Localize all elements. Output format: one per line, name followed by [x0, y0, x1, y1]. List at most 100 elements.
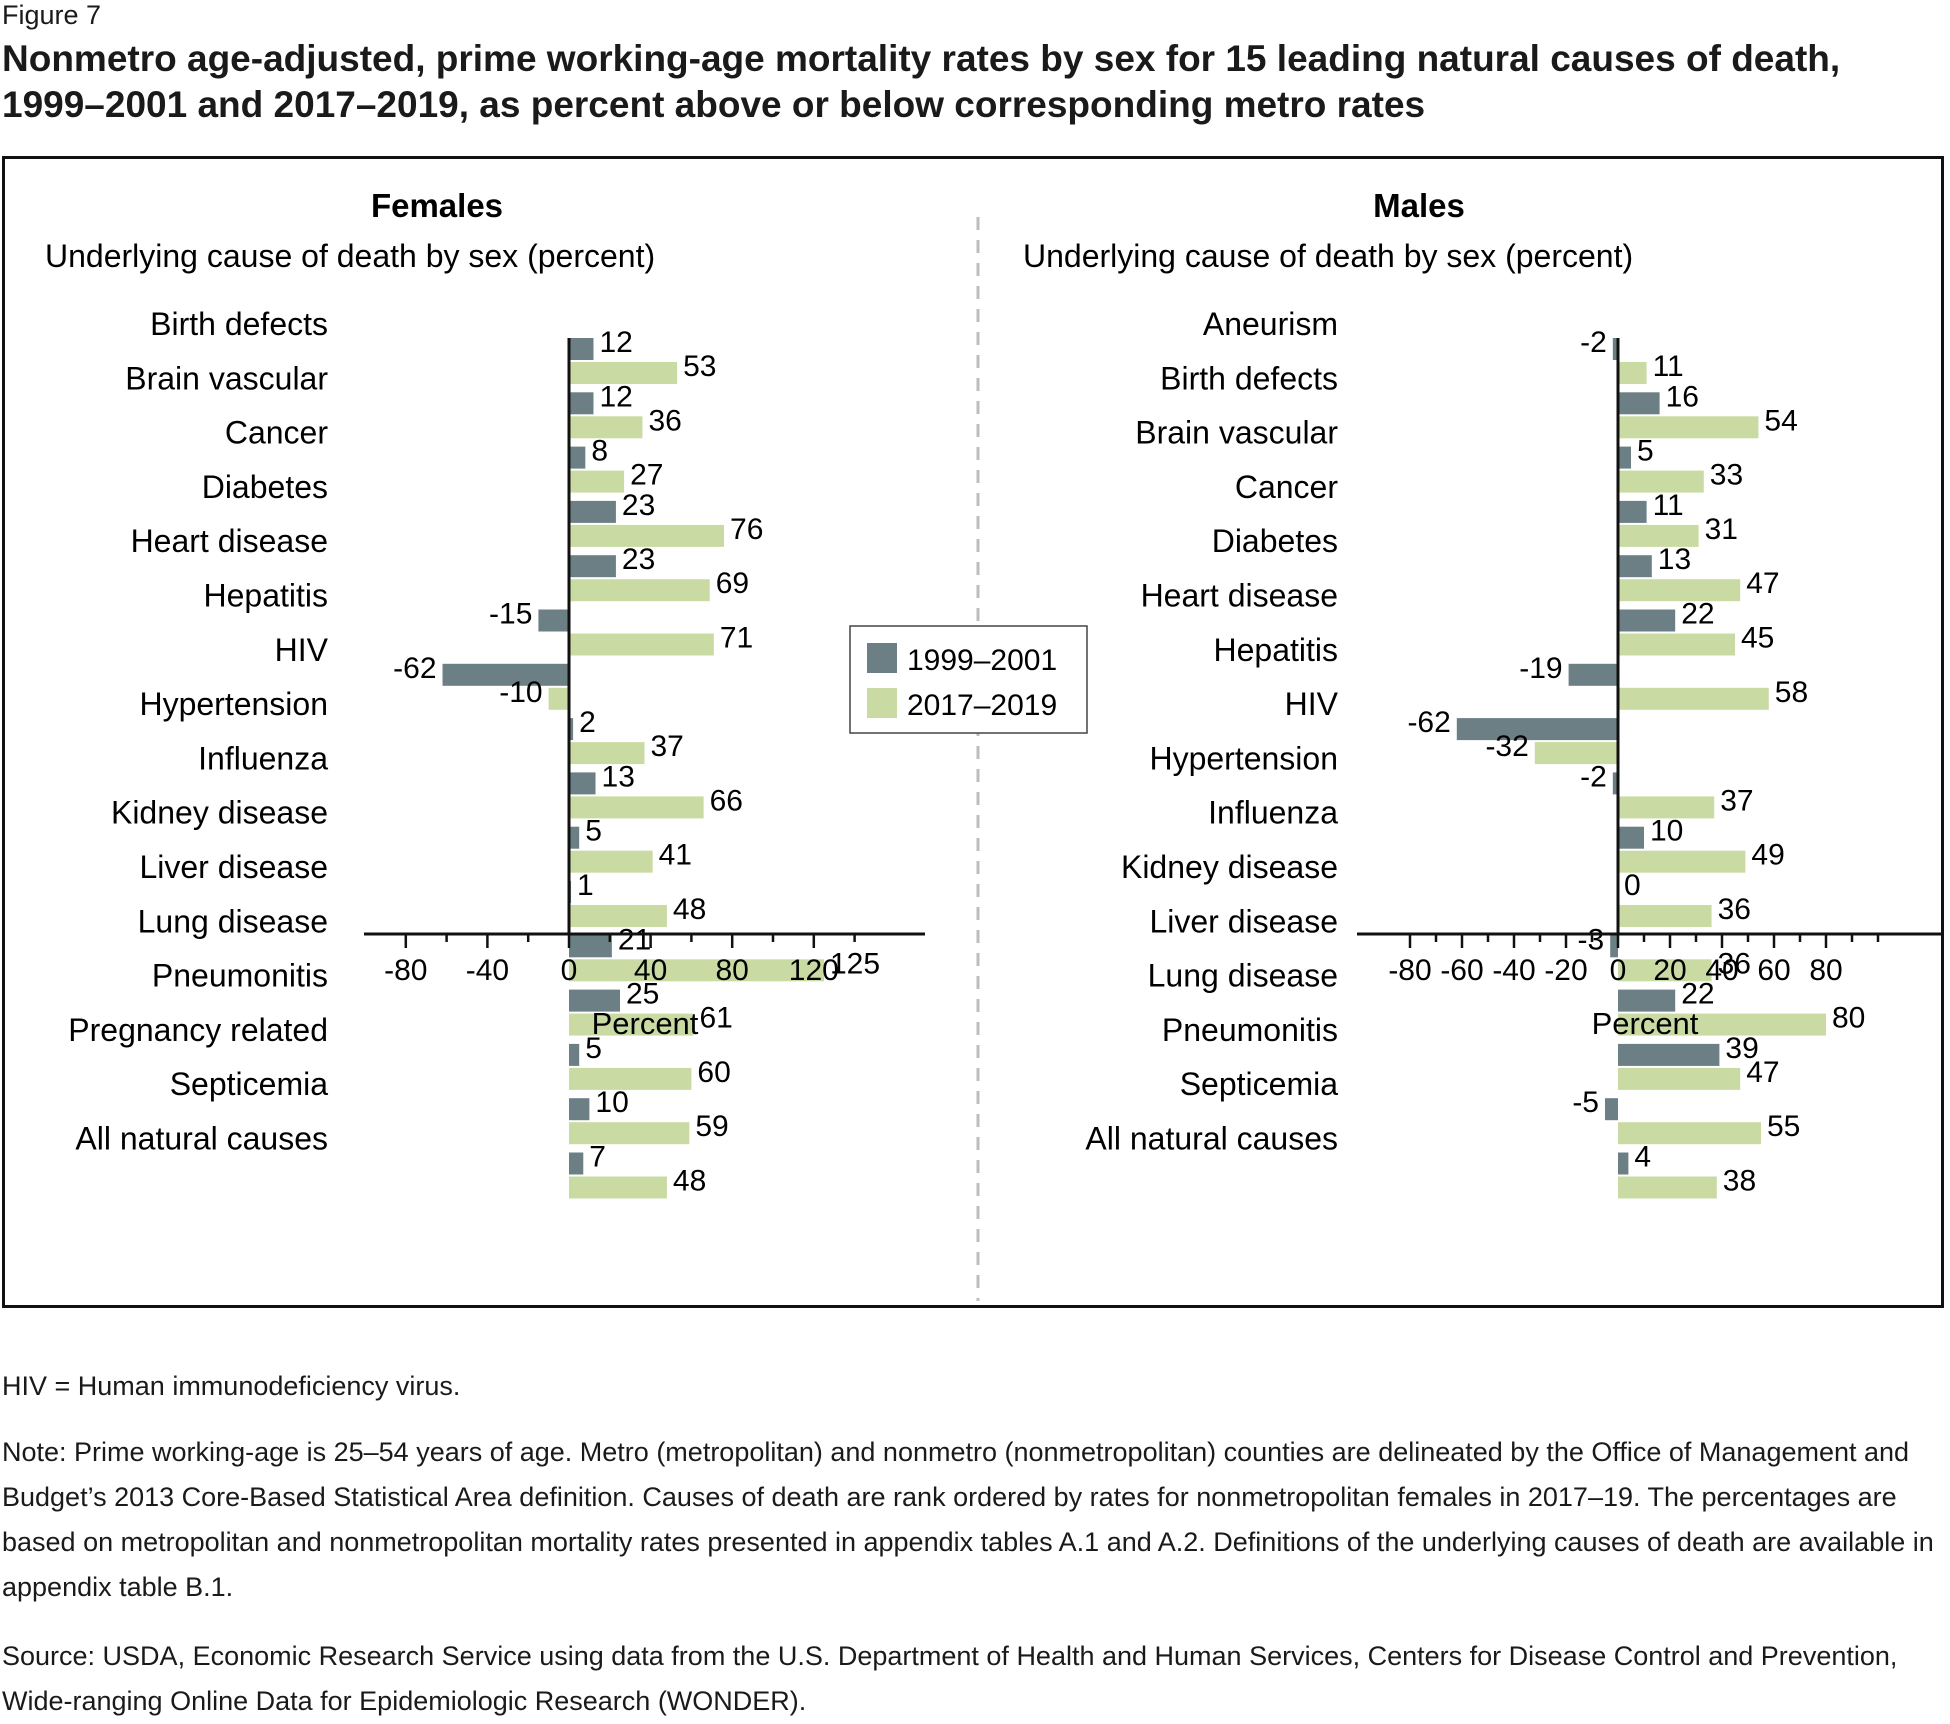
- category-label: Brain vascular: [1135, 415, 1338, 451]
- bar-2017-2019: [1618, 1122, 1761, 1145]
- abbreviation-note: HIV = Human immunodeficiency virus.: [2, 1371, 461, 1401]
- bar-1999-2001: [569, 338, 594, 360]
- data-label: 49: [1751, 839, 1784, 872]
- bar-1999-2001: [1612, 772, 1618, 795]
- category-label: Hepatitis: [1214, 632, 1339, 668]
- data-label: 23: [622, 543, 655, 576]
- bar-2017-2019: [569, 1122, 690, 1145]
- category-label: Septicemia: [170, 1066, 329, 1102]
- bar-2017-2019: [1618, 579, 1741, 602]
- x-tick-label: 20: [1653, 954, 1686, 987]
- data-label: 11: [1653, 489, 1684, 522]
- data-label: 31: [1705, 513, 1738, 546]
- data-label: -5: [1572, 1086, 1599, 1119]
- bar-1999-2001: [569, 555, 616, 578]
- category-label: Hepatitis: [204, 578, 329, 614]
- bar-1999-2001: [1618, 826, 1644, 849]
- data-label: 13: [1658, 543, 1691, 576]
- x-tick-label: 120: [789, 954, 839, 987]
- data-label: 11: [1653, 350, 1684, 383]
- data-label: 66: [710, 784, 743, 817]
- data-label: -2: [1580, 760, 1607, 793]
- bar-2017-2019: [1618, 959, 1712, 982]
- chart-canvas: Females Underlying cause of death by sex …: [45, 187, 1941, 1301]
- data-label: 1: [577, 869, 594, 902]
- data-label: 59: [695, 1110, 728, 1143]
- bar-1999-2001: [1605, 1098, 1618, 1121]
- bar-2017-2019: [569, 796, 704, 819]
- bar-2017-2019: [1618, 1176, 1717, 1199]
- data-label: 39: [1725, 1032, 1758, 1065]
- x-tick-label: -80: [1388, 954, 1431, 987]
- x-axis-title-females: Percent: [592, 1006, 699, 1041]
- data-label: 58: [1775, 676, 1808, 709]
- data-label: 69: [716, 567, 749, 600]
- category-label: HIV: [1285, 686, 1339, 722]
- data-label: 47: [1746, 567, 1779, 600]
- category-label: Heart disease: [1141, 578, 1338, 614]
- data-label: 23: [622, 489, 655, 522]
- bar-1999-2001: [1618, 1152, 1629, 1175]
- category-label: Brain vascular: [125, 360, 328, 396]
- x-tick-label: 0: [561, 954, 578, 987]
- bar-1999-2001: [1618, 555, 1652, 578]
- legend-swatch-1999-2001: [867, 643, 897, 673]
- bar-2017-2019: [569, 742, 645, 765]
- data-label: 61: [699, 1002, 732, 1035]
- category-label: Heart disease: [131, 523, 328, 559]
- bar-2017-2019: [569, 1067, 692, 1090]
- x-tick-label: 80: [1809, 954, 1842, 987]
- bar-2017-2019: [1618, 1067, 1741, 1090]
- bar-1999-2001: [569, 1098, 590, 1121]
- bar-1999-2001: [1618, 392, 1660, 415]
- bar-2017-2019: [1618, 524, 1699, 547]
- bar-2017-2019: [569, 905, 667, 927]
- data-label: 125: [830, 947, 880, 980]
- category-label: Kidney disease: [1121, 849, 1338, 885]
- data-label: 48: [673, 893, 706, 926]
- bar-2017-2019: [1618, 362, 1647, 384]
- bar-1999-2001: [1618, 1043, 1720, 1066]
- data-label: 45: [1741, 622, 1774, 655]
- bar-2017-2019: [569, 850, 653, 873]
- source-note: Source: USDA, Economic Research Service …: [2, 1641, 1898, 1716]
- category-label: All natural causes: [75, 1121, 328, 1157]
- bar-1999-2001: [442, 663, 569, 686]
- category-label: Septicemia: [1180, 1066, 1339, 1102]
- x-tick-label: 80: [716, 954, 749, 987]
- category-label: Lung disease: [138, 903, 328, 939]
- bar-1999-2001: [569, 446, 586, 469]
- bar-1999-2001: [569, 935, 612, 958]
- data-label: 5: [1637, 435, 1654, 468]
- data-label: -32: [1485, 730, 1528, 763]
- bar-2017-2019: [569, 1176, 667, 1199]
- legend-swatch-2017-2019: [867, 688, 897, 718]
- bar-1999-2001: [1618, 500, 1647, 523]
- bar-2017-2019: [569, 633, 714, 656]
- x-axis-title-males: Percent: [1592, 1006, 1699, 1041]
- data-label: 55: [1767, 1110, 1800, 1143]
- bar-1999-2001: [1456, 718, 1618, 741]
- bar-2017-2019: [569, 959, 824, 982]
- bar-2017-2019: [569, 416, 643, 439]
- category-label: Birth defects: [1160, 360, 1338, 396]
- category-label: All natural causes: [1085, 1121, 1338, 1157]
- bar-1999-2001: [569, 1043, 580, 1066]
- category-label: Pneumonitis: [152, 958, 328, 994]
- data-label: 38: [1723, 1165, 1756, 1198]
- bar-2017-2019: [1618, 905, 1712, 927]
- data-label: 4: [1634, 1141, 1651, 1174]
- bar-2017-2019: [569, 470, 625, 493]
- data-label: 60: [697, 1056, 730, 1089]
- data-label: 16: [1666, 380, 1699, 413]
- bar-2017-2019: [1534, 742, 1618, 765]
- bar-2017-2019: [1618, 796, 1715, 819]
- data-label: -19: [1519, 652, 1562, 685]
- data-label: 10: [1650, 815, 1683, 848]
- x-tick-label: -40: [1492, 954, 1535, 987]
- category-label: Diabetes: [202, 469, 328, 505]
- data-label: 71: [720, 622, 753, 655]
- data-label: 8: [591, 435, 608, 468]
- data-label: 48: [673, 1165, 706, 1198]
- bar-2017-2019: [569, 524, 725, 547]
